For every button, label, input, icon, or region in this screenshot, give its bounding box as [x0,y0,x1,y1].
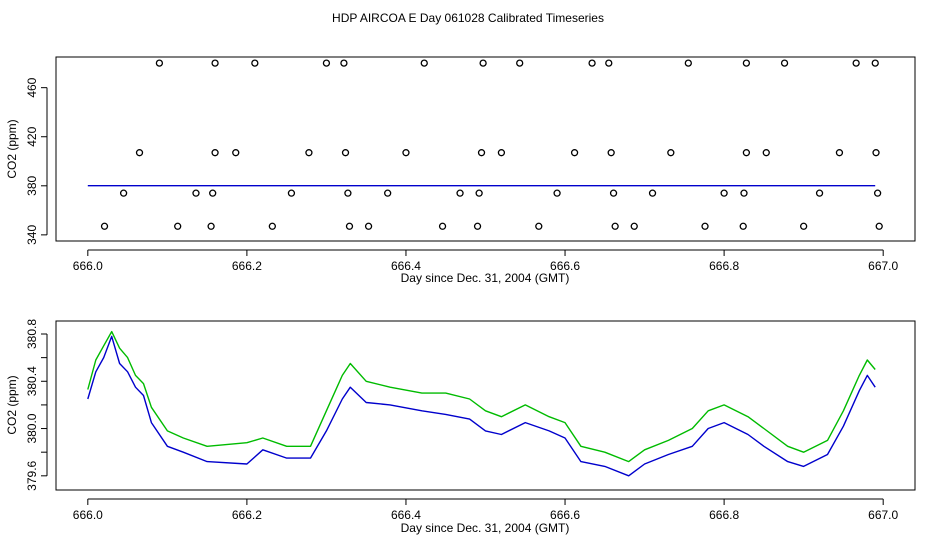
top-calibration-point [720,189,728,197]
top-y-tick-label: 340 [25,225,39,245]
top-y-tick-label: 460 [25,77,39,97]
top-calibration-point [402,149,410,157]
top-calibration-point [232,149,240,157]
top-calibration-point [815,189,824,197]
panel-bottom: 666.0 666.2 666.4 666.6 666.8 667.0 379.6 380.0… [5,319,916,535]
bottom-x-tick-label: 666.6 [550,508,580,522]
top-calibration-point [852,59,860,67]
top-plot-frame [55,56,916,242]
top-calibration-point [875,222,883,230]
bottom-y-tick-label: 380.4 [25,366,39,396]
top-calibration-point [605,59,613,67]
top-calibration-point [475,189,483,197]
top-calibration-point [630,222,638,230]
bottom-x-tick-label: 666.0 [73,508,103,522]
bottom-x-tick-label: 666.4 [391,508,421,522]
top-calibration-point [684,59,692,67]
top-calibration-point [588,59,596,67]
top-calibration-point [322,59,331,67]
top-calibration-point [340,59,348,67]
top-y-tick-label: 420 [25,126,39,146]
top-calibration-point [872,149,880,157]
bottom-x-tick-label: 666.8 [709,508,739,522]
top-calibration-point [268,222,276,230]
bottom-y-tick-label: 379.6 [25,460,39,490]
top-calibration-point [742,149,751,157]
top-calibration-point [438,222,447,230]
bottom-y-tick-label: 380.0 [25,413,39,443]
top-x-tick-label: 666.4 [391,259,421,273]
bottom-data [87,330,876,477]
top-calibration-point [174,222,182,230]
top-calibration-point [477,149,486,157]
top-calibration-point [739,222,747,230]
top-calibration-point [135,149,144,157]
bottom-y-tick-label: 380.8 [25,319,39,349]
top-calibration-point [192,189,200,197]
bottom-axes: 666.0 666.2 666.4 666.6 666.8 667.0 379.6 380.0… [25,319,899,522]
bottom-xlabel: Day since Dec. 31, 2004 (GMT) [401,521,570,535]
top-calibration-point [799,222,808,230]
top-calibration-point [516,59,524,67]
bottom-plot-frame [55,320,916,491]
bottom-green-series-line [87,330,876,463]
panel-top: 666.0 666.2 666.4 666.6 666.8 667.0 340 380 420 4… [5,56,916,285]
bottom-ylabel: CO2 (ppm) [5,375,19,434]
top-calibration-point [364,222,373,230]
top-calibration-point [384,189,392,197]
top-calibration-point [305,149,313,157]
top-calibration-point [207,222,215,230]
top-calibration-point [211,59,219,67]
top-calibration-point [607,149,615,157]
top-calibration-point [497,149,506,157]
top-x-tick-label: 666.6 [550,259,580,273]
top-calibration-point [345,222,354,230]
top-calibration-point [209,189,217,197]
top-axes: 666.0 666.2 666.4 666.6 666.8 667.0 340 380 420 4… [25,77,899,273]
top-calibration-point [740,189,748,197]
top-calibration-point [473,222,482,230]
top-calibration-point [609,189,618,197]
top-calibration-point [667,149,675,157]
top-calibration-point [553,189,561,197]
chart-title: HDP AIRCOA E Day 061028 Calibrated Times… [332,11,604,25]
top-xlabel: Day since Dec. 31, 2004 (GMT) [401,271,570,285]
top-calibration-point [701,222,709,230]
bottom-x-tick-label: 667.0 [868,508,898,522]
top-calibration-point [762,149,770,157]
top-x-tick-label: 666.2 [232,259,262,273]
top-calibration-point [570,149,579,157]
bottom-x-tick-label: 666.2 [232,508,262,522]
top-calibration-point [456,189,464,197]
top-calibration-point [119,189,128,197]
top-x-tick-label: 666.8 [709,259,739,273]
top-calibration-point [341,149,350,157]
top-ylabel: CO2 (ppm) [5,119,19,178]
top-calibration-point [344,189,352,197]
bottom-blue-series-line [87,335,876,477]
top-calibration-point [420,59,428,67]
top-calibration-point [871,59,879,67]
top-x-tick-label: 667.0 [868,259,898,273]
top-data [87,59,883,230]
top-calibration-point [535,222,543,230]
top-y-tick-label: 380 [25,175,39,195]
top-calibration-point [648,189,657,197]
top-calibration-point [742,59,751,67]
top-calibration-point [251,59,259,67]
top-calibration-point [155,59,164,67]
top-calibration-point [780,59,789,67]
top-x-tick-label: 666.0 [73,259,103,273]
top-calibration-point [100,222,109,230]
top-calibration-point [835,149,844,157]
top-calibration-point [287,189,296,197]
top-calibration-point [479,59,487,67]
top-calibration-point [211,149,219,157]
top-calibration-point [873,189,882,197]
top-calibration-point [611,222,619,230]
